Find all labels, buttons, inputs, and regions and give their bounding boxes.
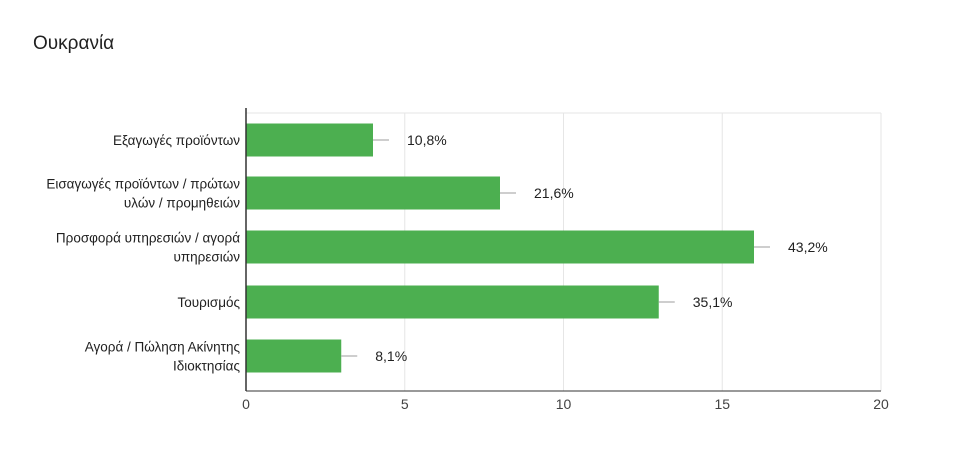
data-label: 10,8% [407, 132, 447, 148]
bar [246, 123, 373, 157]
bar [246, 339, 342, 373]
data-label: 43,2% [788, 239, 828, 255]
category-label: Εισαγωγές προϊόντων / πρώτων [46, 177, 240, 192]
category-label: Αγορά / Πώληση Ακίνητης [85, 340, 241, 355]
bar [246, 176, 500, 210]
category-label: Εξαγωγές προϊόντων [113, 133, 240, 148]
x-tick-label: 0 [242, 396, 250, 412]
x-tick-label: 5 [401, 396, 409, 412]
category-label: Ιδιοκτησίας [173, 359, 240, 374]
category-label: Τουρισμός [178, 295, 241, 310]
x-tick-label: 20 [873, 396, 889, 412]
category-label: υπηρεσιών [173, 250, 240, 265]
bar [246, 230, 754, 264]
x-tick-label: 15 [714, 396, 730, 412]
chart-title: Ουκρανία [33, 33, 115, 54]
bar [246, 285, 659, 319]
category-label: υλών / προμηθειών [124, 196, 240, 211]
category-label: Προσφορά υπηρεσιών / αγορά [56, 231, 240, 246]
x-tick-label: 10 [556, 396, 572, 412]
data-label: 21,6% [534, 185, 574, 201]
data-label: 35,1% [693, 294, 733, 310]
data-label: 8,1% [375, 348, 407, 364]
